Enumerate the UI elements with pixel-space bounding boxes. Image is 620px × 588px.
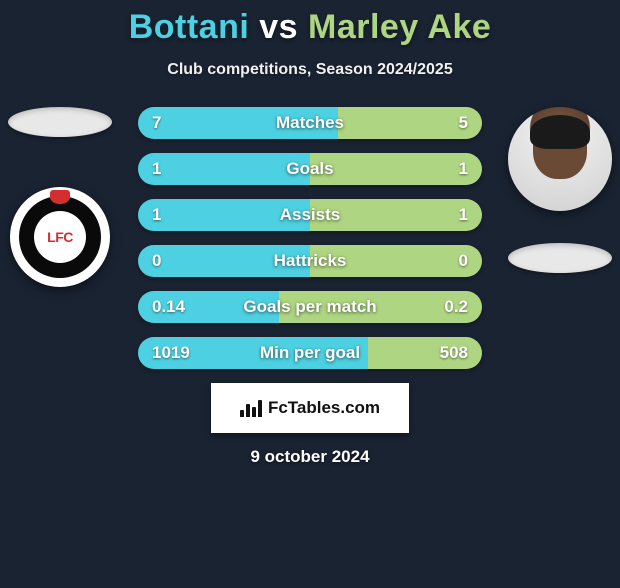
player1-name: Bottani xyxy=(129,8,250,46)
stat-label: Goals xyxy=(202,159,418,179)
stat-label: Goals per match xyxy=(202,297,418,317)
stat-label: Matches xyxy=(202,113,418,133)
stat-label: Assists xyxy=(202,205,418,225)
stat-value-right: 5 xyxy=(418,113,482,133)
stat-value-right: 0.2 xyxy=(418,297,482,317)
player2-name: Marley Ake xyxy=(308,8,491,46)
stat-row: 0.14Goals per match0.2 xyxy=(138,291,482,323)
infographic-date: 9 october 2024 xyxy=(0,447,620,467)
stat-value-right: 1 xyxy=(418,159,482,179)
player1-club-logo: LFC xyxy=(10,177,110,297)
stat-label: Min per goal xyxy=(202,343,418,363)
page-title: Bottani vs Marley Ake xyxy=(0,8,620,47)
watermark-text: FcTables.com xyxy=(268,398,380,418)
chart-icon xyxy=(240,400,262,417)
vs-text: vs xyxy=(259,8,298,46)
left-side-column: LFC xyxy=(0,107,120,297)
stat-value-left: 1 xyxy=(138,159,202,179)
watermark-badge: FcTables.com xyxy=(211,383,409,433)
stat-value-right: 508 xyxy=(418,343,482,363)
player2-photo xyxy=(508,107,612,211)
right-side-column xyxy=(500,107,620,273)
stat-label: Hattricks xyxy=(202,251,418,271)
stat-value-left: 1019 xyxy=(138,343,202,363)
stat-row: 1Assists1 xyxy=(138,199,482,231)
stat-row: 7Matches5 xyxy=(138,107,482,139)
stat-value-right: 1 xyxy=(418,205,482,225)
stat-value-left: 0.14 xyxy=(138,297,202,317)
club-monogram: LFC xyxy=(47,229,73,245)
stat-row: 1Goals1 xyxy=(138,153,482,185)
subtitle: Club competitions, Season 2024/2025 xyxy=(0,61,620,79)
stat-value-right: 0 xyxy=(418,251,482,271)
right-club-placeholder xyxy=(508,243,612,273)
stat-row: 0Hattricks0 xyxy=(138,245,482,277)
left-photo-placeholder xyxy=(8,107,112,137)
stat-value-left: 0 xyxy=(138,251,202,271)
main-content: LFC 7Matches51Goals11Assists10Hattricks0… xyxy=(0,107,620,467)
stat-row: 1019Min per goal508 xyxy=(138,337,482,369)
stat-value-left: 7 xyxy=(138,113,202,133)
stat-value-left: 1 xyxy=(138,205,202,225)
comparison-stats-table: 7Matches51Goals11Assists10Hattricks00.14… xyxy=(138,107,482,369)
